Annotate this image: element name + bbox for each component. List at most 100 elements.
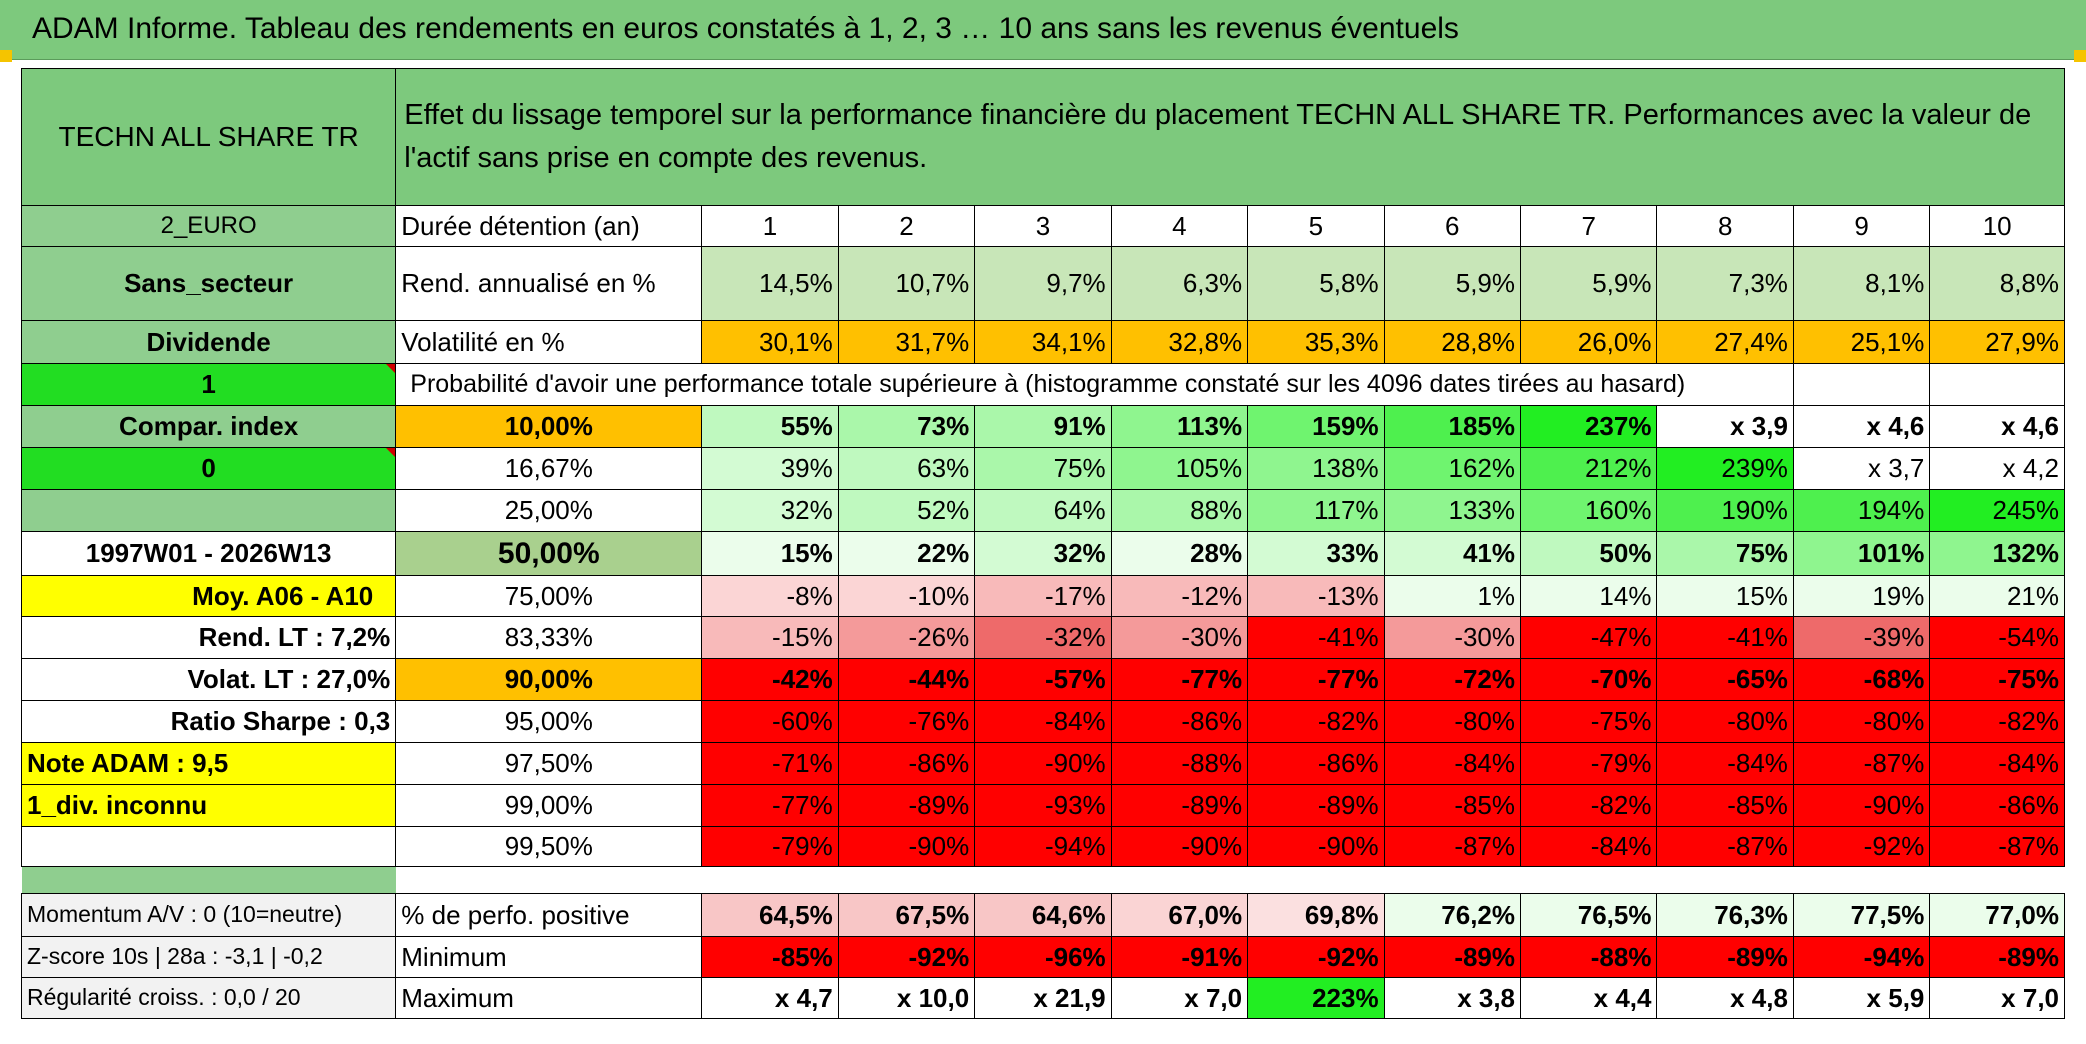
- quantile-row: Note ADAM : 9,5 97,50% -71% -86% -90% -88% -86…: [20, 742, 2065, 785]
- quantile-cell: -80%: [1383, 700, 1522, 743]
- quantile-label: 16,67%: [395, 447, 703, 490]
- summary-cell: -92%: [1247, 936, 1385, 978]
- duration-cell: 7: [1520, 205, 1658, 247]
- summary-cell: 67,5%: [837, 893, 976, 937]
- summary-cell: -89%: [1656, 936, 1794, 978]
- quantile-cell: 15%: [701, 531, 839, 576]
- period-label: 1997W01 - 2026W13: [20, 531, 397, 576]
- quantile-cell: -89%: [1110, 784, 1249, 827]
- quantile-cell: 64%: [974, 489, 1112, 532]
- quantile-cell: -85%: [1383, 784, 1522, 827]
- quantile-cell: 159%: [1247, 405, 1385, 448]
- quantile-cell: -57%: [974, 658, 1112, 701]
- quantile-cell: x 4,6: [1792, 405, 1931, 448]
- summary-cell: -96%: [974, 936, 1112, 978]
- quantile-cell: 1%: [1383, 575, 1522, 617]
- summary-cell: 77,0%: [1929, 893, 2065, 937]
- duration-cell: 9: [1792, 205, 1931, 247]
- quantile-cell: -75%: [1929, 658, 2065, 701]
- quantile-cell: 39%: [701, 447, 839, 490]
- quantile-cell: 162%: [1383, 447, 1522, 490]
- summary-cell: 64,5%: [701, 893, 839, 937]
- quantile-cell: -86%: [837, 742, 976, 785]
- empty-cell: [1929, 363, 2065, 406]
- rend-cell: 9,7%: [974, 246, 1112, 321]
- quantile-cell: 33%: [1247, 531, 1385, 576]
- volatility-cell: 27,4%: [1656, 320, 1794, 364]
- summary-cell: 64,6%: [974, 893, 1112, 937]
- quantile-cell: -70%: [1520, 658, 1658, 701]
- div-status-label: 1_div. inconnu: [20, 784, 397, 827]
- corner-marker-left: [0, 50, 12, 62]
- dividend-label: Dividende: [20, 320, 397, 364]
- quantile-cell: 32%: [701, 489, 839, 532]
- summary-cell: -92%: [837, 936, 976, 978]
- quantile-cell: -89%: [1247, 784, 1385, 827]
- header-row: TECHN ALL SHARE TR Effet du lissage temp…: [20, 68, 2065, 206]
- quantile-cell: 160%: [1520, 489, 1658, 532]
- rend-cell: 8,1%: [1792, 246, 1931, 321]
- summary-left-label: Z-score 10s | 28a : -3,1 | -0,2: [20, 936, 397, 978]
- quantile-row: Rend. LT : 7,2% 83,33% -15% -26% -32% -30% -41…: [20, 616, 2065, 659]
- quantile-cell: 105%: [1110, 447, 1249, 490]
- quantile-cell: 52%: [837, 489, 976, 532]
- summary-cell: -85%: [701, 936, 839, 978]
- summary-label: Minimum: [395, 936, 703, 978]
- quantile-cell: -80%: [1792, 700, 1931, 743]
- quantile-cell: -88%: [1110, 742, 1249, 785]
- flag-value-cell[interactable]: 1: [20, 363, 397, 406]
- quantile-cell: -85%: [1656, 784, 1794, 827]
- duration-cell: 2: [837, 205, 976, 247]
- summary-cell: 223%: [1247, 977, 1385, 1019]
- quantile-cell: -15%: [701, 616, 839, 659]
- rend-cell: 7,3%: [1656, 246, 1794, 321]
- quantile-cell: -8%: [701, 575, 839, 617]
- quantile-cell: 14%: [1520, 575, 1658, 617]
- quantile-cell: 91%: [974, 405, 1112, 448]
- quantile-label: 83,33%: [395, 616, 703, 659]
- quantile-cell: 117%: [1247, 489, 1385, 532]
- quantile-cell: -79%: [1520, 742, 1658, 785]
- quantile-cell: x 3,9: [1656, 405, 1794, 448]
- quantile-cell: 28%: [1110, 531, 1249, 576]
- report-title: ADAM Informe. Tableau des rendements en …: [0, 0, 2086, 60]
- quantile-cell: -93%: [974, 784, 1112, 827]
- quantile-cell: -86%: [1929, 784, 2065, 827]
- volat-lt-label: Volat. LT : 27,0%: [20, 658, 397, 701]
- quantile-cell: -86%: [1247, 742, 1385, 785]
- quantile-cell: -17%: [974, 575, 1112, 617]
- quantile-cell: -94%: [974, 826, 1112, 867]
- summary-cell: 76,3%: [1656, 893, 1794, 937]
- quantile-cell: 190%: [1656, 489, 1794, 532]
- quantile-label: 90,00%: [395, 658, 703, 701]
- duration-cell: 1: [701, 205, 839, 247]
- quantile-cell: -77%: [1247, 658, 1385, 701]
- asset-name: TECHN ALL SHARE TR: [20, 68, 397, 206]
- quantile-cell: 75%: [1656, 531, 1794, 576]
- quantile-cell: -90%: [974, 742, 1112, 785]
- rend-cell: 14,5%: [701, 246, 839, 321]
- compar-value-cell[interactable]: 0: [20, 447, 397, 490]
- summary-cell: 67,0%: [1110, 893, 1249, 937]
- rend-cell: 5,9%: [1520, 246, 1658, 321]
- quantile-cell: -82%: [1247, 700, 1385, 743]
- quantile-cell: -89%: [837, 784, 976, 827]
- quantile-cell: 101%: [1792, 531, 1931, 576]
- moy-label: Moy. A06 - A10: [20, 575, 397, 617]
- summary-cell: -94%: [1792, 936, 1931, 978]
- description: Effet du lissage temporel sur la perform…: [395, 68, 2065, 206]
- quantile-cell: -30%: [1110, 616, 1249, 659]
- quantile-cell: 132%: [1929, 531, 2065, 576]
- quantile-label: 50,00%: [395, 531, 703, 576]
- quantile-cell: 15%: [1656, 575, 1794, 617]
- quantile-row: Moy. A06 - A10 75,00% -8% -10% -17% -12% -13% 1…: [20, 575, 2065, 617]
- volatility-cell: 34,1%: [974, 320, 1112, 364]
- quantile-cell: -86%: [1110, 700, 1249, 743]
- quantile-cell: -82%: [1929, 700, 2065, 743]
- quantile-cell: -30%: [1383, 616, 1522, 659]
- quantile-cell: -87%: [1792, 742, 1931, 785]
- rend-cell: 5,8%: [1247, 246, 1385, 321]
- volatility-cell: 26,0%: [1520, 320, 1658, 364]
- sharpe-label: Ratio Sharpe : 0,3: [20, 700, 397, 743]
- duration-label: Durée détention (an): [395, 205, 703, 247]
